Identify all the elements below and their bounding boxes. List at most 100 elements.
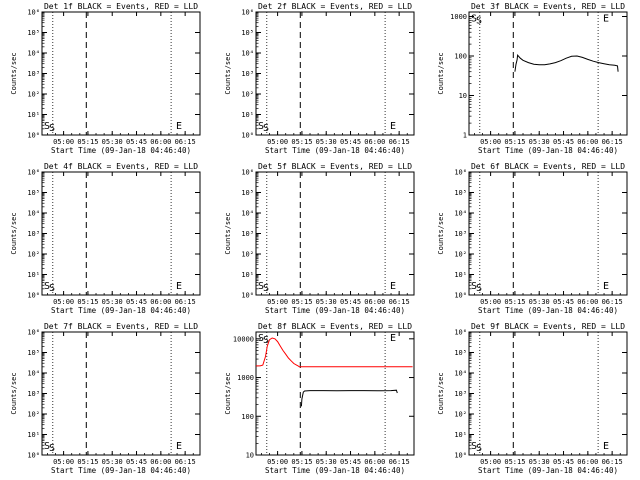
- y-tick-label: 10⁶: [241, 169, 254, 177]
- y-tick-label: 10⁶: [454, 169, 467, 177]
- x-tick-label: 06:15: [389, 458, 410, 466]
- start-marker: S: [44, 121, 50, 132]
- y-tick-label: 10⁰: [454, 452, 467, 460]
- y-tick-label: 10⁶: [241, 9, 254, 17]
- y-tick-label: 10⁴: [241, 50, 254, 58]
- end-marker: E: [176, 121, 182, 132]
- panel-title: Det 8f BLACK = Events, RED = LLD: [258, 322, 412, 331]
- y-tick-label: 1: [463, 132, 467, 140]
- start-marker: S: [471, 13, 477, 24]
- y-tick-label: 10⁶: [27, 169, 40, 177]
- end-marker: E: [603, 441, 609, 452]
- end-marker: E: [603, 13, 609, 24]
- panel-title: Det 7f BLACK = Events, RED = LLD: [44, 322, 198, 331]
- y-tick-label: 10²: [241, 251, 254, 259]
- y-tick-label: 10⁶: [454, 329, 467, 337]
- x-tick-label: 05:30: [529, 458, 550, 466]
- x-axis-label: Start Time (09-Jan-18 04:46:40): [265, 466, 405, 475]
- x-tick-label: 06:00: [364, 458, 385, 466]
- y-tick-label: 10⁵: [241, 189, 254, 197]
- y-tick-label: 10²: [454, 251, 467, 259]
- y-tick-label: 100: [241, 413, 254, 421]
- x-tick-label: 05:45: [553, 138, 574, 146]
- x-tick-label: 06:15: [602, 138, 623, 146]
- x-tick-label: 06:15: [175, 458, 196, 466]
- y-tick-label: 100: [454, 53, 467, 61]
- x-tick-label: 05:45: [126, 458, 147, 466]
- x-tick-label: 05:45: [340, 298, 361, 306]
- x-tick-label: 05:15: [291, 298, 312, 306]
- y-axis-label: Counts/sec: [437, 52, 445, 94]
- y-tick-label: 10³: [454, 230, 467, 238]
- x-tick-label: 05:30: [102, 298, 123, 306]
- start-marker: S: [258, 333, 264, 344]
- y-tick-label: 10¹: [27, 111, 40, 119]
- end-marker: E: [176, 441, 182, 452]
- y-tick-label: 10¹: [27, 431, 40, 439]
- y-tick-label: 10⁵: [241, 29, 254, 37]
- x-tick-label: 05:45: [553, 458, 574, 466]
- x-tick-label: 05:15: [77, 458, 98, 466]
- x-axis-label: Start Time (09-Jan-18 04:46:40): [265, 146, 405, 155]
- y-axis-label: Counts/sec: [224, 212, 232, 254]
- x-tick-label: 05:00: [53, 458, 74, 466]
- y-tick-label: 10³: [454, 390, 467, 398]
- series-line-2: [300, 389, 398, 407]
- end-marker: E: [176, 281, 182, 292]
- y-tick-label: 10¹: [241, 271, 254, 279]
- start-marker-2: S: [263, 283, 269, 294]
- y-tick-label: 1000: [237, 374, 254, 382]
- x-tick-label: 05:15: [291, 138, 312, 146]
- y-tick-label: 10²: [27, 251, 40, 259]
- y-tick-label: 10⁴: [241, 210, 254, 218]
- x-tick-label: 05:00: [53, 138, 74, 146]
- x-tick-label: 05:15: [504, 458, 525, 466]
- panel-title: Det 2f BLACK = Events, RED = LLD: [258, 2, 412, 11]
- start-marker-2: S: [476, 15, 482, 26]
- panel-8: Det 8f BLACK = Events, RED = LLD 05:00 05:…: [224, 322, 415, 475]
- x-tick-label: 05:30: [102, 458, 123, 466]
- y-tick-label: 10²: [27, 91, 40, 99]
- x-tick-label: 05:45: [340, 138, 361, 146]
- y-axis-label: Counts/sec: [437, 212, 445, 254]
- x-tick-label: 06:00: [150, 298, 171, 306]
- x-tick-label: 06:00: [577, 298, 598, 306]
- x-axis-label: Start Time (09-Jan-18 04:46:40): [478, 466, 618, 475]
- panel-title: Det 3f BLACK = Events, RED = LLD: [471, 2, 625, 11]
- panel-title: Det 5f BLACK = Events, RED = LLD: [258, 162, 412, 171]
- start-marker: S: [258, 121, 264, 132]
- y-tick-label: 10⁴: [27, 370, 40, 378]
- x-tick-label: 05:45: [126, 138, 147, 146]
- y-axis-label: Counts/sec: [10, 212, 18, 254]
- start-marker-2: S: [476, 443, 482, 454]
- x-tick-label: 06:15: [602, 458, 623, 466]
- end-marker: E: [390, 333, 396, 344]
- x-tick-label: 05:00: [267, 298, 288, 306]
- x-tick-label: 05:15: [504, 298, 525, 306]
- y-tick-label: 10⁵: [454, 189, 467, 197]
- y-tick-label: 10⁴: [454, 210, 467, 218]
- y-tick-label: 10⁰: [27, 132, 40, 140]
- y-tick-label: 10⁴: [27, 210, 40, 218]
- start-marker: S: [471, 441, 477, 452]
- x-axis-label: Start Time (09-Jan-18 04:46:40): [265, 306, 405, 315]
- x-tick-label: 06:15: [175, 138, 196, 146]
- start-marker: S: [44, 281, 50, 292]
- x-tick-label: 05:00: [267, 458, 288, 466]
- start-marker-2: S: [49, 443, 55, 454]
- y-tick-label: 10¹: [241, 111, 254, 119]
- x-tick-label: 05:30: [529, 138, 550, 146]
- y-tick-label: 10⁰: [241, 292, 254, 300]
- y-tick-label: 10⁰: [454, 292, 467, 300]
- y-tick-label: 10³: [241, 230, 254, 238]
- x-tick-label: 05:15: [291, 458, 312, 466]
- y-tick-label: 10⁵: [27, 349, 40, 357]
- x-tick-label: 05:00: [480, 458, 501, 466]
